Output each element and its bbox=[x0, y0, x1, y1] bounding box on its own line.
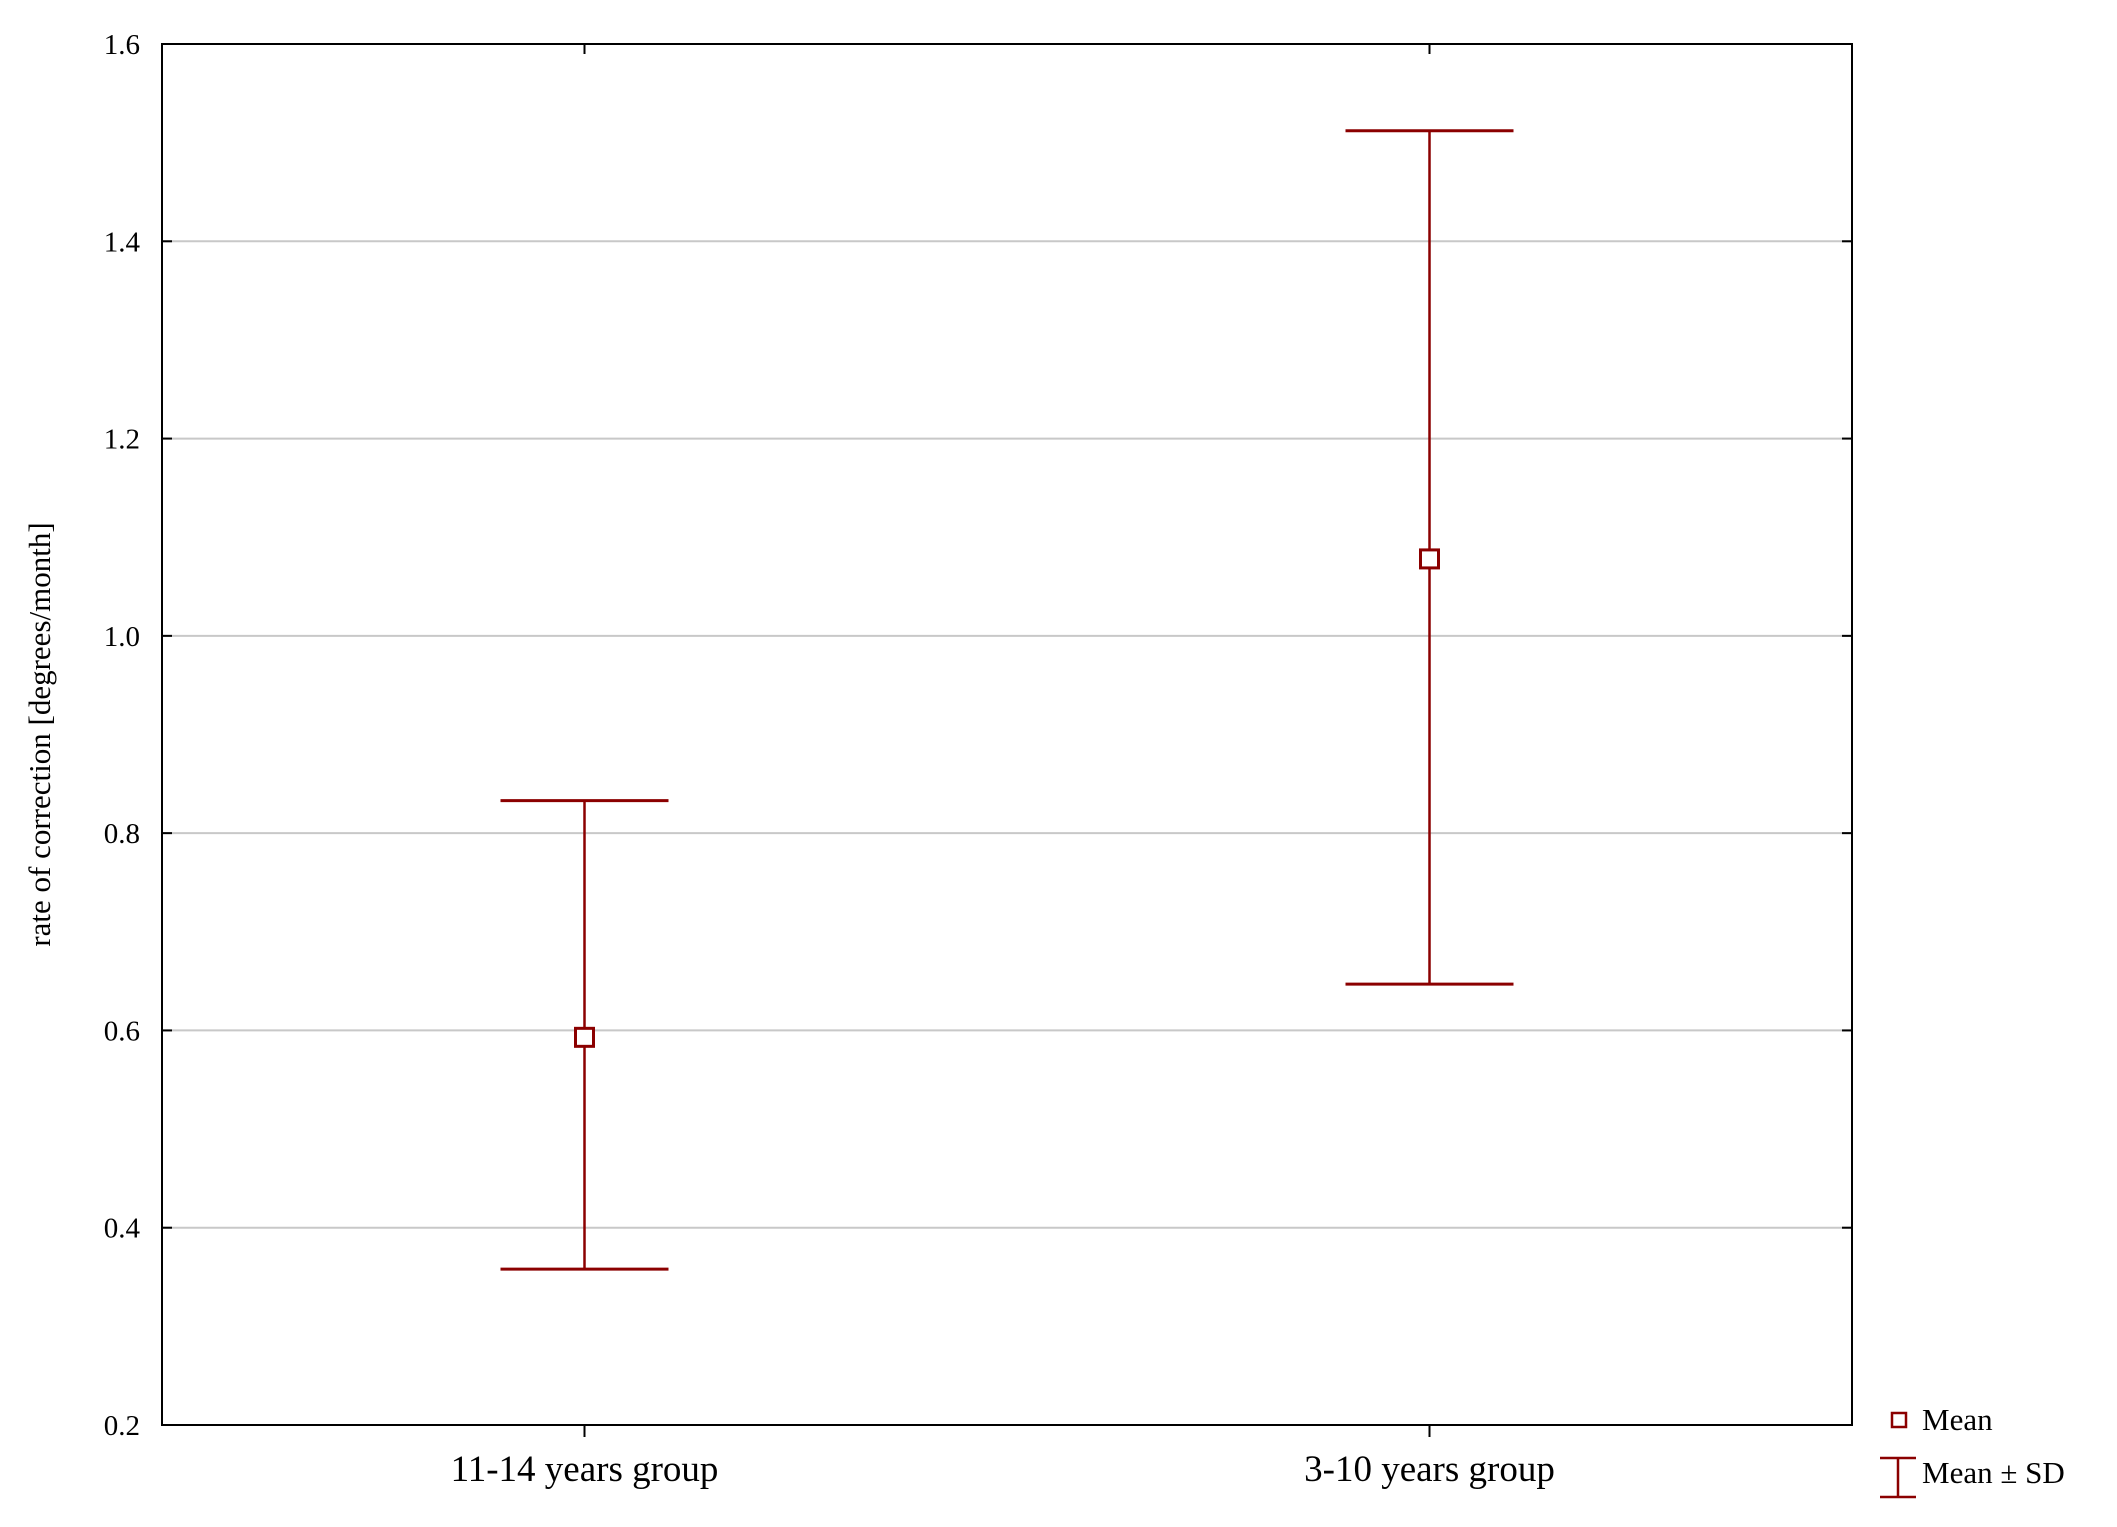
y-tick-labels: 0.2 0.4 0.6 0.8 1.0 1.2 1.4 1.6 bbox=[104, 29, 141, 1442]
mean-marker-0 bbox=[574, 1026, 595, 1048]
ytick-label: 0.8 bbox=[104, 818, 140, 850]
series-mean bbox=[500, 129, 1514, 1271]
legend-label-sd: Mean ± SD bbox=[1922, 1455, 2065, 1490]
xtick-label: 3-10 years group bbox=[1304, 1449, 1555, 1490]
legend: Mean Mean ± SD bbox=[1880, 1402, 2065, 1499]
legend-mean-marker bbox=[1890, 1411, 1908, 1429]
xtick-label: 11-14 years group bbox=[451, 1449, 719, 1490]
ytick-label: 0.4 bbox=[104, 1213, 141, 1245]
ytick-label: 1.4 bbox=[104, 226, 141, 258]
ytick-label: 1.6 bbox=[104, 29, 140, 61]
mean-marker-1 bbox=[1419, 548, 1440, 570]
axis-ticks bbox=[162, 43, 1852, 1437]
ytick-label: 1.2 bbox=[104, 424, 140, 456]
ytick-label: 1.0 bbox=[104, 621, 140, 653]
plot-area-frame bbox=[161, 43, 1853, 1426]
ytick-label: 0.6 bbox=[104, 1015, 140, 1047]
legend-label-mean: Mean bbox=[1922, 1402, 1993, 1437]
x-tick-labels: 11-14 years group 3-10 years group bbox=[451, 1449, 1555, 1490]
gridlines bbox=[162, 240, 1852, 1229]
y-axis-label: rate of correction [degrees/month] bbox=[22, 522, 57, 946]
ytick-label: 0.2 bbox=[104, 1410, 140, 1442]
